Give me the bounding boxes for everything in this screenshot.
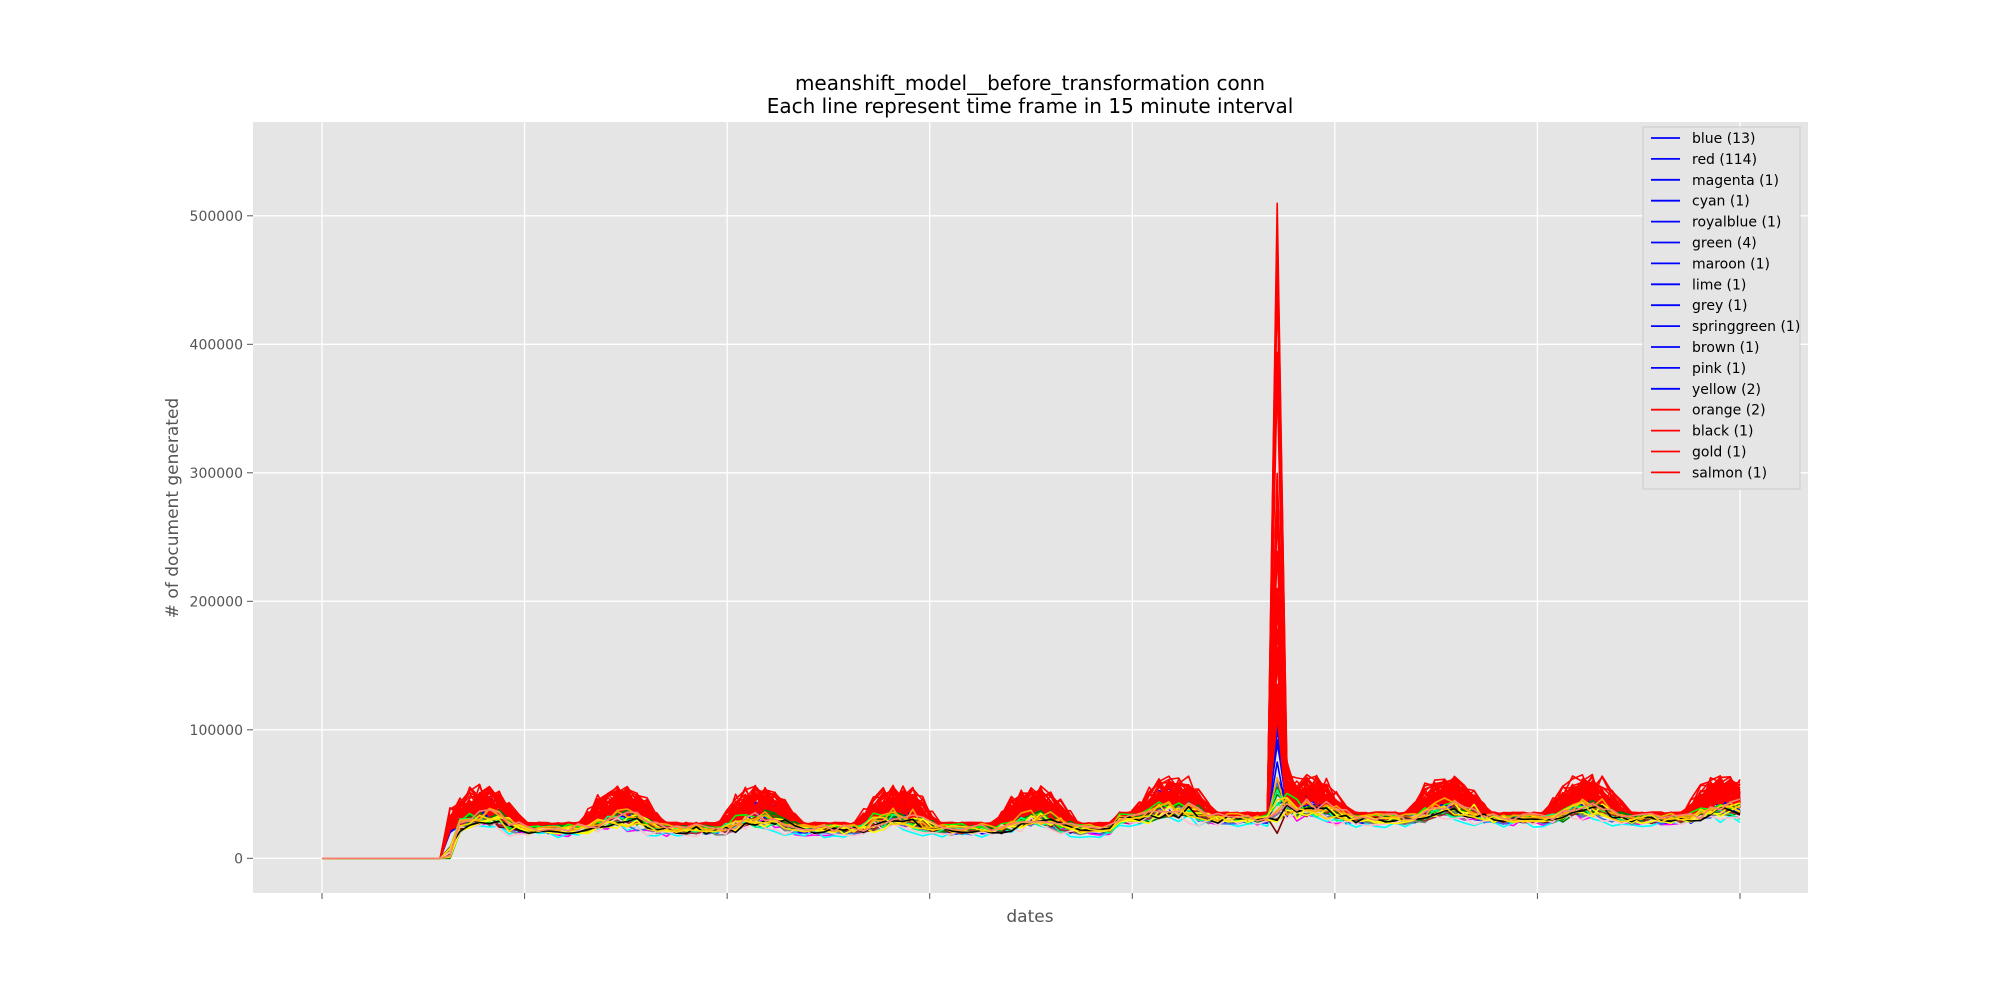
y-tick-label: 100000 [190, 723, 243, 739]
legend-label: brown (1) [1692, 340, 1760, 356]
legend-box [1642, 126, 1801, 490]
legend: blue (13) red (114) magenta (1) cyan (1) roy… [1642, 126, 1801, 490]
legend-label: grey (1) [1692, 298, 1748, 314]
y-axis-label: # of document generated [163, 398, 183, 618]
legend-label: orange (2) [1692, 403, 1766, 419]
series-line [322, 797, 1741, 860]
y-tick-label: 200000 [190, 594, 243, 610]
legend-label: maroon (1) [1692, 256, 1770, 272]
y-tick-label: 500000 [190, 209, 243, 225]
y-tick-label: 0 [234, 851, 243, 867]
legend-label: yellow (2) [1692, 382, 1761, 398]
legend-label: pink (1) [1692, 361, 1746, 377]
legend-label: lime (1) [1692, 277, 1746, 293]
axes: 0 100000 200000 300000 400000 500000 [190, 209, 1741, 899]
legend-label: red (114) [1692, 152, 1757, 168]
x-axis-label: dates [1006, 907, 1053, 927]
chart-title: meanshift_model__before_transformation c… [795, 71, 1265, 95]
legend-label: springgreen (1) [1692, 319, 1800, 335]
legend-label: salmon (1) [1692, 465, 1767, 481]
y-tick-label: 400000 [190, 337, 243, 353]
legend-label: cyan (1) [1692, 194, 1750, 210]
y-tick-label: 300000 [190, 466, 243, 482]
series-lines [322, 202, 1741, 860]
legend-label: black (1) [1692, 424, 1753, 440]
plot-area [253, 122, 1808, 893]
legend-label: magenta (1) [1692, 173, 1779, 189]
chart-subtitle: Each line represent time frame in 15 min… [767, 94, 1294, 118]
legend-label: green (4) [1692, 236, 1757, 252]
legend-label: gold (1) [1692, 445, 1747, 461]
legend-label: blue (13) [1692, 131, 1755, 147]
series-line [322, 798, 1741, 860]
legend-label: royalblue (1) [1692, 215, 1781, 231]
